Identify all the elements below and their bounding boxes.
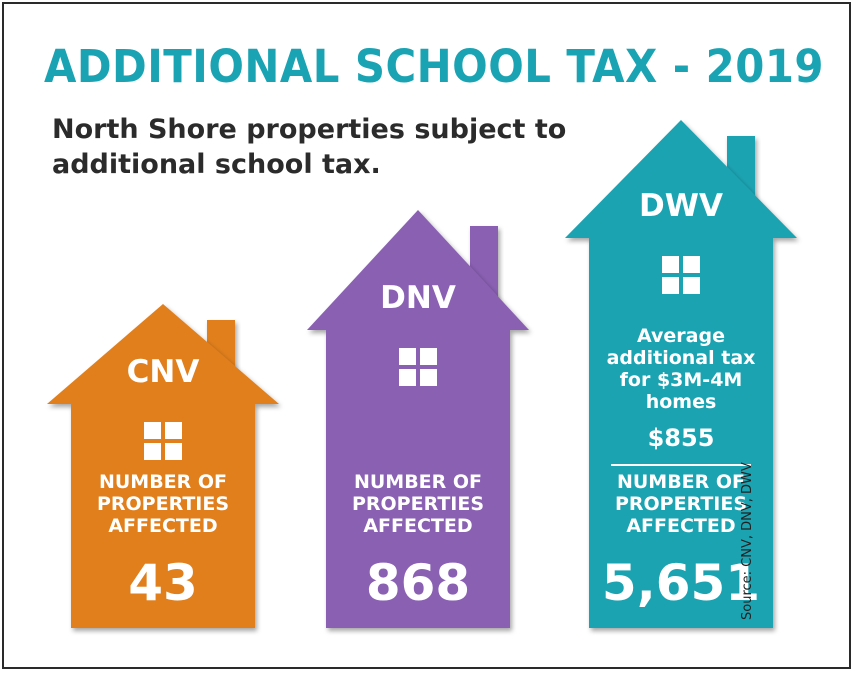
subtitle: North Shore properties subject to additi… <box>52 114 567 180</box>
dnv-metric-label: NUMBER OF <box>354 471 482 493</box>
dnv-metric-label: AFFECTED <box>363 515 472 537</box>
dwv-metric-label: NUMBER OF <box>617 471 745 493</box>
dwv-metric-label: PROPERTIES <box>615 493 747 515</box>
cnv-window-pane <box>165 422 182 439</box>
dwv-category-label: DWV <box>639 188 723 224</box>
page-title: ADDITIONAL SCHOOL TAX - 2019 <box>44 40 825 93</box>
dwv-annotation-line: additional tax <box>607 347 756 369</box>
dwv-window-pane <box>662 277 679 294</box>
dwv-annotation-value: $855 <box>648 424 715 452</box>
dwv-window-pane <box>683 277 700 294</box>
dnv-value-label: 868 <box>366 554 470 612</box>
dnv-window-pane <box>420 348 437 365</box>
dwv-window-pane <box>662 256 679 273</box>
dnv-category-label: DNV <box>380 280 456 316</box>
cnv-window-pane <box>165 443 182 460</box>
cnv-metric-label: NUMBER OF <box>99 471 227 493</box>
cnv-metric-label: PROPERTIES <box>97 493 229 515</box>
cnv-value-label: 43 <box>128 554 198 612</box>
dnv-window-pane <box>420 369 437 386</box>
source-note: Source: CNV, DNV, DWV <box>740 462 755 620</box>
dwv-window-pane <box>683 256 700 273</box>
dwv-annotation-line: Average <box>637 325 725 347</box>
cnv-metric-label: AFFECTED <box>108 515 217 537</box>
dwv-annotation-line: for $3M-4M <box>620 369 743 391</box>
cnv-category-label: CNV <box>127 354 200 390</box>
cnv-window-pane <box>144 422 161 439</box>
dnv-window-pane <box>399 348 416 365</box>
cnv-house-bar <box>47 304 279 628</box>
dnv-window-pane <box>399 369 416 386</box>
cnv-window-pane <box>144 443 161 460</box>
dnv-house-bar <box>307 210 529 628</box>
dwv-metric-label: AFFECTED <box>626 515 735 537</box>
dnv-metric-label: PROPERTIES <box>352 493 484 515</box>
dwv-house-bar <box>565 120 797 628</box>
dwv-value-label: 5,651 <box>602 554 760 612</box>
dwv-annotation-line: homes <box>646 391 717 413</box>
